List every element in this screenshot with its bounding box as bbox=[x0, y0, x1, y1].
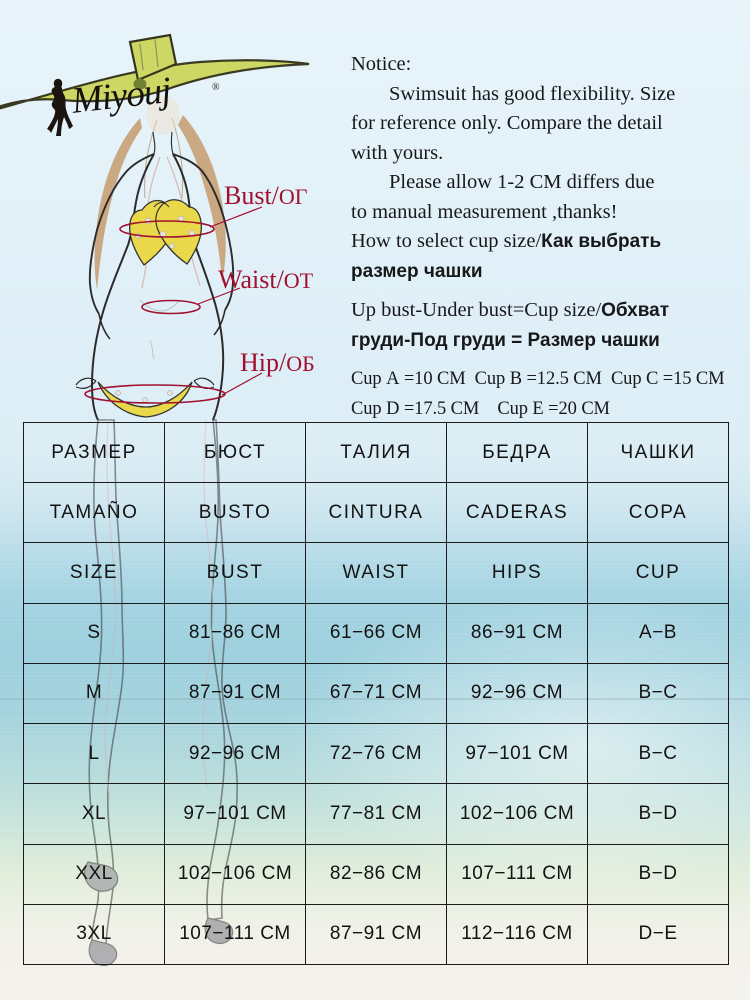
svg-text:Waist/ОТ: Waist/ОТ bbox=[218, 265, 314, 294]
svg-text:Bust/ОГ: Bust/ОГ bbox=[224, 181, 308, 210]
svg-text:Hip/ОБ: Hip/ОБ bbox=[240, 348, 315, 377]
